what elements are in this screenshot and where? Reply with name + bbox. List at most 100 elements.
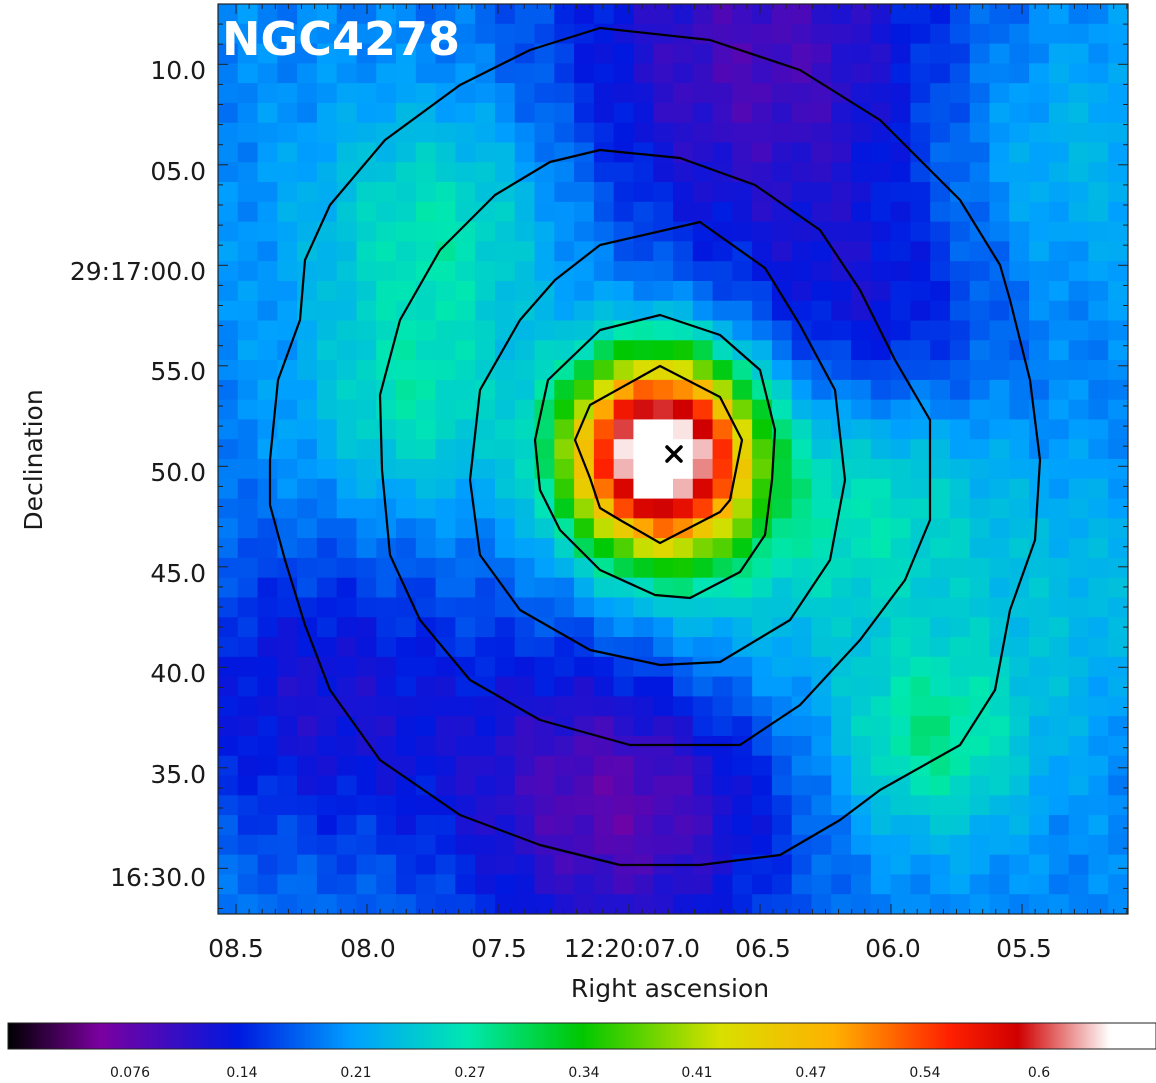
map-pixel	[692, 43, 714, 64]
map-pixel	[653, 83, 674, 104]
map-pixel	[989, 874, 1010, 895]
map-pixel	[475, 894, 496, 914]
map-pixel	[771, 23, 793, 45]
map-pixel	[851, 340, 872, 361]
map-pixel	[1048, 518, 1070, 539]
map-pixel	[494, 320, 516, 341]
map-pixel	[574, 518, 595, 539]
map-pixel	[930, 478, 951, 500]
map-pixel	[930, 201, 951, 223]
map-pixel	[455, 676, 476, 697]
map-pixel	[1108, 221, 1128, 242]
map-pixel	[732, 696, 753, 717]
map-pixel	[712, 142, 733, 163]
map-pixel	[1068, 696, 1090, 717]
map-pixel	[712, 379, 733, 401]
map-pixel	[1088, 518, 1109, 539]
map-pixel	[257, 300, 278, 322]
map-pixel	[356, 261, 377, 282]
map-pixel	[494, 538, 516, 559]
map-pixel	[415, 538, 437, 559]
map-pixel	[257, 795, 278, 816]
map-pixel	[574, 498, 595, 519]
map-pixel	[257, 182, 278, 203]
map-pixel	[435, 23, 456, 45]
map-pixel	[653, 459, 674, 480]
map-pixel	[494, 122, 516, 144]
map-pixel	[613, 617, 635, 638]
map-pixel	[851, 696, 872, 717]
map-pixel	[692, 83, 714, 104]
map-pixel	[930, 300, 951, 322]
map-pixel	[930, 23, 951, 45]
map-pixel	[494, 854, 516, 876]
map-pixel	[297, 696, 318, 717]
map-pixel	[1048, 538, 1070, 559]
map-pixel	[494, 63, 516, 84]
map-pixel	[218, 637, 239, 658]
map-pixel	[613, 716, 635, 737]
map-pixel	[1068, 518, 1090, 539]
map-pixel	[1029, 4, 1050, 25]
map-pixel	[475, 854, 496, 876]
map-pixel	[752, 597, 773, 618]
map-pixel	[297, 478, 318, 500]
map-pixel	[969, 894, 991, 914]
map-pixel	[336, 320, 358, 341]
map-pixel	[1108, 379, 1128, 401]
map-pixel	[653, 815, 674, 836]
map-pixel	[633, 518, 654, 539]
map-pixel	[633, 696, 654, 717]
map-pixel	[831, 834, 852, 856]
map-pixel	[218, 656, 239, 678]
map-pixel	[811, 577, 832, 599]
map-pixel	[930, 261, 951, 282]
map-pixel	[831, 815, 852, 836]
map-pixel	[1088, 874, 1109, 895]
map-pixel	[1068, 360, 1090, 381]
map-pixel	[653, 63, 674, 84]
map-pixel	[930, 4, 951, 25]
map-pixel	[593, 320, 615, 341]
map-pixel	[811, 63, 832, 84]
map-pixel	[732, 419, 753, 440]
map-pixel	[752, 716, 773, 737]
map-pixel	[218, 201, 239, 223]
map-pixel	[1108, 23, 1128, 45]
map-pixel	[514, 399, 536, 421]
map-pixel	[554, 182, 575, 203]
map-pixel	[356, 43, 377, 64]
map-pixel	[336, 617, 358, 638]
map-pixel	[831, 280, 852, 302]
map-pixel	[969, 775, 991, 796]
map-pixel	[1048, 637, 1070, 658]
map-pixel	[336, 201, 358, 223]
map-pixel	[554, 637, 575, 658]
map-pixel	[316, 617, 338, 638]
map-pixel	[257, 696, 278, 717]
map-pixel	[415, 221, 437, 242]
map-pixel	[1029, 201, 1050, 223]
map-pixel	[593, 459, 615, 480]
map-pixel	[1009, 320, 1030, 341]
map-pixel	[1108, 637, 1128, 658]
map-pixel	[613, 676, 635, 697]
map-pixel	[277, 834, 298, 856]
map-pixel	[949, 815, 971, 836]
map-pixel	[930, 637, 951, 658]
map-pixel	[593, 162, 615, 183]
map-pixel	[336, 162, 358, 183]
map-pixel	[633, 834, 654, 856]
map-pixel	[554, 498, 575, 519]
map-pixel	[257, 617, 278, 638]
map-pixel	[653, 735, 674, 757]
map-pixel	[771, 320, 793, 341]
map-pixel	[415, 716, 437, 737]
map-pixel	[396, 815, 417, 836]
map-pixel	[949, 102, 971, 124]
map-pixel	[574, 577, 595, 599]
map-pixel	[910, 894, 931, 914]
map-pixel	[712, 597, 733, 618]
map-pixel	[534, 221, 555, 242]
map-pixel	[257, 478, 278, 500]
